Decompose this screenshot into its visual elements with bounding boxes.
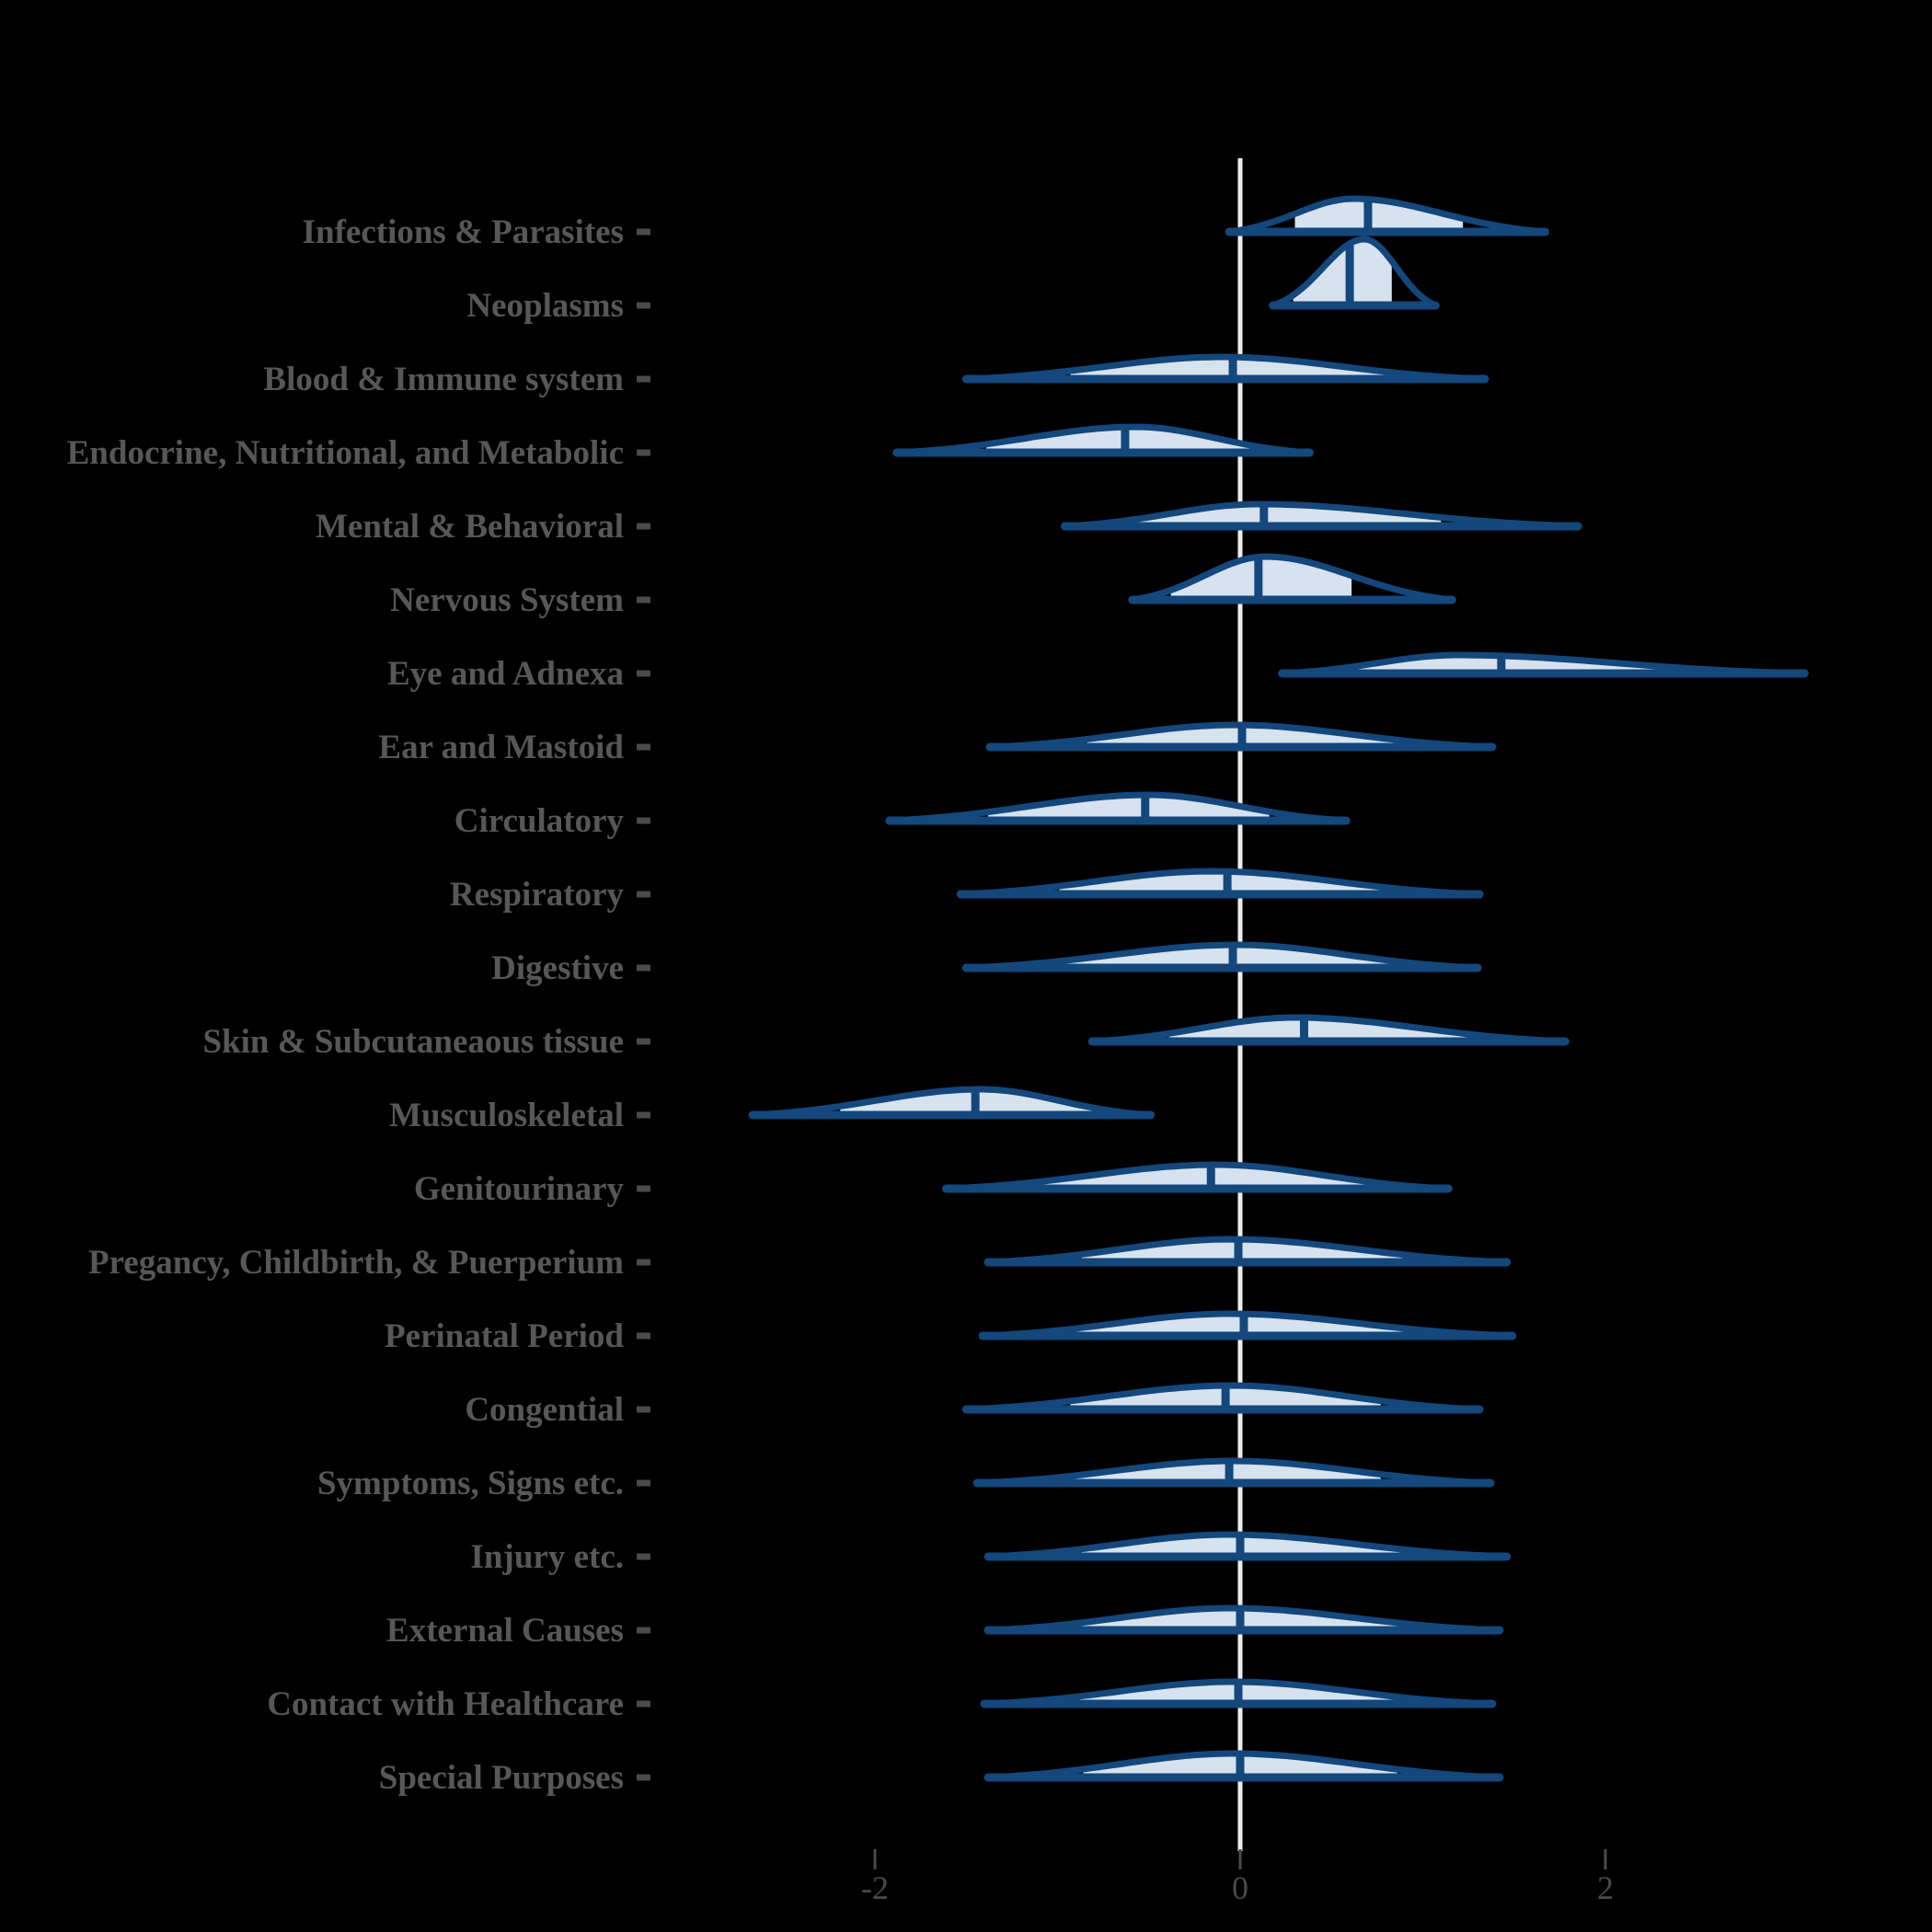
density-outline-special-purposes xyxy=(984,1750,1503,1781)
category-label-endocrine-nutritional-and-metabolic: Endocrine, Nutritional, and Metabolic xyxy=(67,434,624,472)
category-label-mental-behavioral: Mental & Behavioral xyxy=(316,508,624,546)
category-label-genitourinary: Genitourinary xyxy=(414,1170,625,1208)
density-outline-contact-with-healthcare xyxy=(981,1678,1496,1708)
y-tick-eye-and-adnexa xyxy=(637,670,650,677)
zero-reference-line xyxy=(1237,158,1243,1851)
y-tick-special-purposes xyxy=(637,1774,650,1781)
category-label-blood-immune-system: Blood & Immune system xyxy=(263,361,624,398)
y-tick-digestive xyxy=(637,964,650,972)
density-outline-congential xyxy=(962,1382,1483,1413)
category-label-circulatory: Circulatory xyxy=(454,802,625,840)
category-label-pregancy-childbirth-puerperium: Pregancy, Childbirth, & Puerperium xyxy=(88,1244,624,1282)
category-label-symptoms-signs-etc: Symptoms, Signs etc. xyxy=(317,1465,624,1502)
density-outline-ear-and-mastoid xyxy=(986,721,1496,751)
category-label-congential: Congential xyxy=(465,1391,624,1429)
y-tick-injury-etc xyxy=(637,1553,650,1560)
y-tick-congential xyxy=(637,1406,650,1413)
density-outline-genitourinary xyxy=(942,1161,1452,1192)
density-fill-infections-parasites xyxy=(1294,199,1464,232)
density-outline-pregancy-childbirth-puerperium xyxy=(984,1236,1511,1266)
y-tick-circulatory xyxy=(637,817,650,824)
y-tick-mental-behavioral xyxy=(637,523,650,530)
y-tick-perinatal-period xyxy=(637,1332,650,1340)
density-outline-external-causes xyxy=(984,1604,1503,1634)
density-outline-injury-etc xyxy=(984,1531,1511,1560)
category-label-special-purposes: Special Purposes xyxy=(379,1759,624,1797)
category-label-digestive: Digestive xyxy=(491,949,624,987)
x-tick-label--2: -2 xyxy=(861,1869,889,1906)
category-label-perinatal-period: Perinatal Period xyxy=(385,1317,624,1355)
category-label-contact-with-healthcare: Contact with Healthcare xyxy=(267,1685,624,1723)
density-outline-infections-parasites xyxy=(1225,195,1548,236)
category-label-nervous-system: Nervous System xyxy=(390,581,624,619)
density-outline-symptoms-signs-etc xyxy=(973,1457,1494,1487)
density-outline-digestive xyxy=(962,941,1481,972)
x-tick-label-0: 0 xyxy=(1232,1869,1248,1906)
category-label-infections-parasites: Infections & Parasites xyxy=(303,213,624,251)
x-tick-label-2: 2 xyxy=(1597,1869,1614,1906)
density-outline-mental-behavioral xyxy=(1061,500,1581,530)
density-outline-blood-immune-system xyxy=(962,353,1489,383)
density-outline-nervous-system xyxy=(1129,553,1455,604)
density-outline-endocrine-nutritional-and-metabolic xyxy=(893,423,1313,456)
y-tick-symptoms-signs-etc xyxy=(637,1479,650,1487)
y-tick-genitourinary xyxy=(637,1185,650,1192)
density-fill-neoplasms xyxy=(1293,239,1392,305)
y-tick-respiratory xyxy=(637,891,650,898)
y-tick-pregancy-childbirth-puerperium xyxy=(637,1259,650,1266)
density-outline-circulatory xyxy=(886,791,1350,824)
category-label-injury-etc: Injury etc. xyxy=(471,1538,624,1576)
density-outline-musculoskeletal xyxy=(749,1086,1155,1119)
category-label-neoplasms: Neoplasms xyxy=(466,287,624,325)
density-fill-eye-and-adnexa xyxy=(1348,655,1692,673)
y-tick-contact-with-healthcare xyxy=(637,1700,650,1708)
y-tick-external-causes xyxy=(637,1627,650,1634)
y-tick-endocrine-nutritional-and-metabolic xyxy=(637,449,650,456)
category-label-skin-subcutaneaous-tissue: Skin & Subcutaneaous tissue xyxy=(202,1023,624,1061)
density-outline-neoplasms xyxy=(1270,236,1439,309)
y-tick-blood-immune-system xyxy=(637,375,650,383)
category-label-ear-and-mastoid: Ear and Mastoid xyxy=(378,729,624,766)
y-tick-infections-parasites xyxy=(637,228,650,236)
y-tick-ear-and-mastoid xyxy=(637,743,650,751)
y-tick-nervous-system xyxy=(637,596,650,604)
category-label-eye-and-adnexa: Eye and Adnexa xyxy=(387,655,624,693)
density-outline-skin-subcutaneaous-tissue xyxy=(1088,1014,1569,1045)
category-label-respiratory: Respiratory xyxy=(450,876,625,914)
category-label-musculoskeletal: Musculoskeletal xyxy=(389,1097,624,1134)
density-outline-perinatal-period xyxy=(979,1310,1516,1340)
y-tick-neoplasms xyxy=(637,302,650,309)
density-outline-respiratory xyxy=(957,868,1483,898)
y-tick-skin-subcutaneaous-tissue xyxy=(637,1038,650,1045)
y-tick-musculoskeletal xyxy=(637,1111,650,1119)
category-label-external-causes: External Causes xyxy=(386,1612,624,1650)
